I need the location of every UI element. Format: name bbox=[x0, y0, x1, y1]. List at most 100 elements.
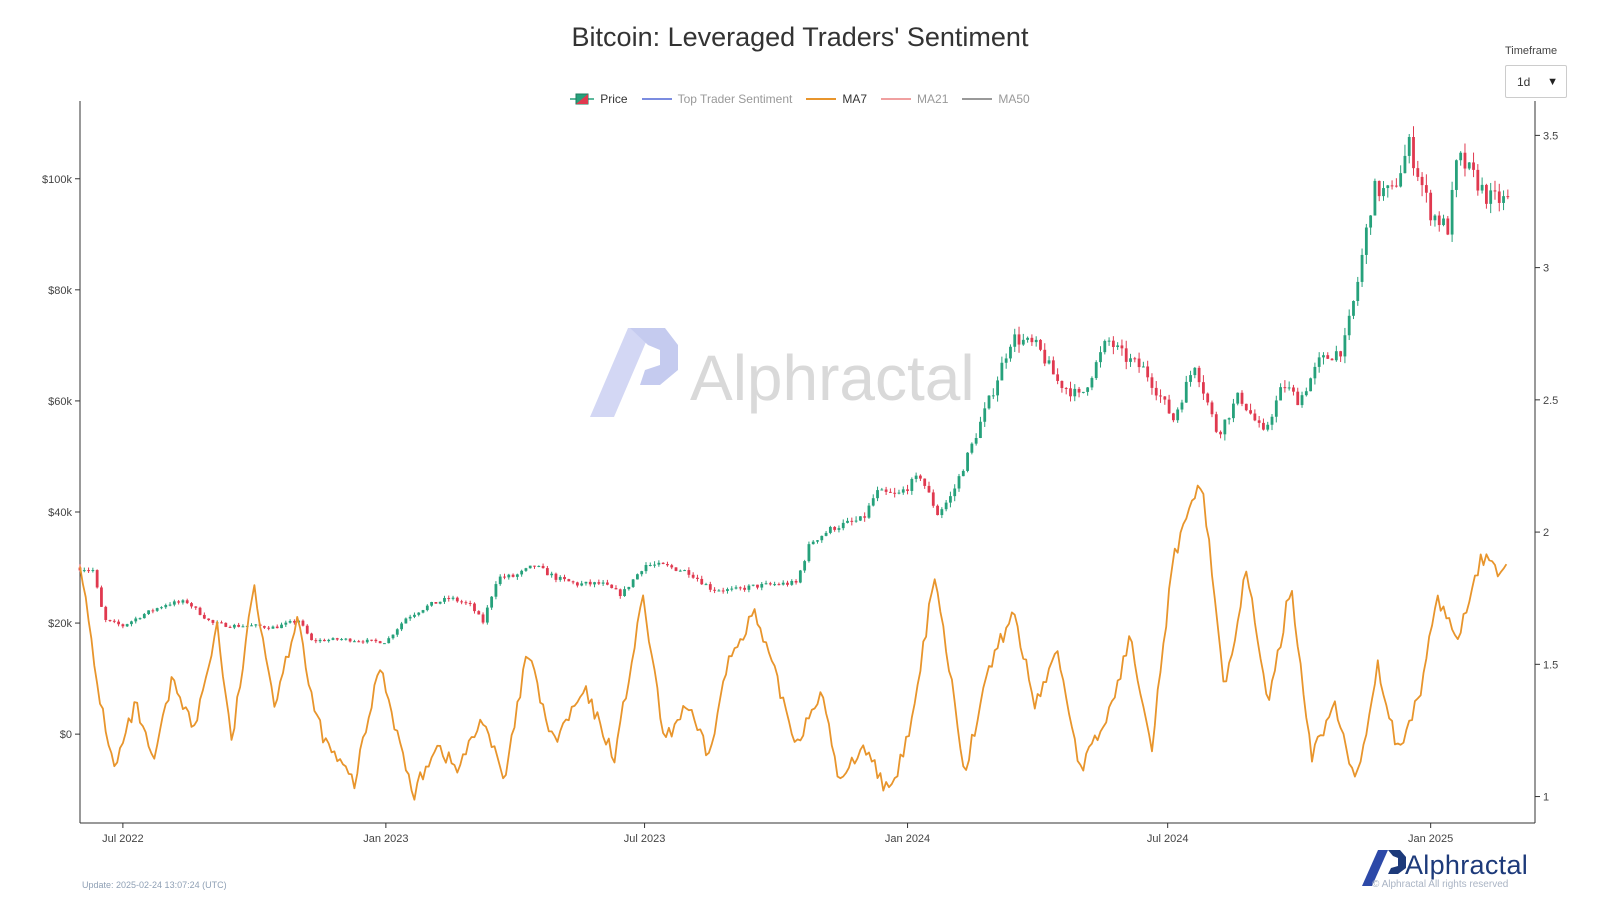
candle-body bbox=[1171, 413, 1175, 421]
candle-body bbox=[370, 639, 373, 641]
candle-body bbox=[262, 626, 266, 628]
price-candle bbox=[567, 578, 571, 582]
price-candle bbox=[455, 596, 459, 603]
line-swatch-icon bbox=[641, 98, 672, 100]
price-candle bbox=[696, 574, 699, 582]
candle-body bbox=[940, 509, 944, 516]
price-candle bbox=[884, 486, 888, 495]
timeframe-select[interactable]: 1d ▼ bbox=[1505, 65, 1567, 98]
price-candle bbox=[1313, 362, 1317, 385]
price-candle bbox=[593, 581, 596, 588]
candle-body bbox=[1039, 339, 1042, 350]
price-candle bbox=[541, 563, 545, 569]
candle-body bbox=[623, 589, 626, 597]
candle-body bbox=[614, 588, 618, 590]
price-candle bbox=[357, 639, 361, 643]
candle-body bbox=[1227, 418, 1231, 420]
price-candle bbox=[438, 601, 442, 605]
candle-body bbox=[353, 641, 356, 643]
price-candle bbox=[164, 603, 168, 609]
price-candle bbox=[1304, 387, 1308, 397]
line-swatch-icon bbox=[962, 98, 993, 100]
price-candle bbox=[1493, 180, 1497, 200]
price-candle bbox=[1146, 360, 1150, 382]
price-candle bbox=[648, 562, 652, 567]
candle-body bbox=[1480, 184, 1484, 191]
candle-body bbox=[1347, 315, 1351, 336]
candle-body bbox=[854, 520, 858, 522]
price-candle bbox=[1069, 381, 1072, 402]
price-candle bbox=[1266, 421, 1270, 432]
candle-body bbox=[743, 587, 747, 590]
candle-body bbox=[597, 582, 601, 584]
candle-body bbox=[1386, 185, 1390, 189]
legend-item-price[interactable]: Price bbox=[570, 92, 628, 106]
price-candle bbox=[1446, 215, 1450, 236]
price-candle bbox=[177, 599, 181, 605]
candle-body bbox=[1236, 392, 1240, 404]
legend-item-ma7[interactable]: MA7 bbox=[806, 92, 867, 106]
y-right-tick-label: 1.5 bbox=[1543, 659, 1558, 671]
price-candle bbox=[623, 586, 626, 597]
price-candle bbox=[1249, 403, 1252, 415]
candle-body bbox=[301, 620, 305, 626]
candle-body bbox=[631, 579, 635, 587]
candle-body bbox=[931, 492, 935, 506]
candle-body bbox=[798, 570, 802, 583]
watermark-text: Alphractal bbox=[690, 342, 975, 414]
price-candle bbox=[481, 612, 485, 625]
price-candle bbox=[1103, 339, 1107, 355]
candle-body bbox=[1437, 215, 1441, 226]
candle-body bbox=[863, 516, 867, 518]
candle-body bbox=[1244, 403, 1248, 411]
price-candle bbox=[1223, 419, 1227, 441]
price-candle bbox=[1334, 345, 1338, 362]
legend-item-ma50[interactable]: MA50 bbox=[962, 92, 1030, 106]
candle-body bbox=[1060, 380, 1064, 389]
candle-body bbox=[1099, 352, 1102, 363]
candle-body bbox=[571, 581, 575, 583]
price-candle bbox=[631, 578, 635, 588]
candle-body bbox=[1309, 378, 1313, 392]
y-right-tick-label: 2.5 bbox=[1543, 395, 1558, 407]
price-candle bbox=[678, 569, 682, 572]
candle-body bbox=[1180, 402, 1184, 410]
price-candle bbox=[816, 539, 819, 544]
price-candle bbox=[515, 573, 519, 580]
price-candle bbox=[160, 606, 163, 610]
legend-item-ma21[interactable]: MA21 bbox=[881, 92, 948, 106]
candle-body bbox=[640, 571, 644, 575]
candle-body bbox=[721, 590, 725, 592]
legend-item-top-trader-sentiment[interactable]: Top Trader Sentiment bbox=[641, 92, 792, 106]
price-candle bbox=[670, 563, 674, 570]
candle-body bbox=[610, 584, 614, 589]
candle-body bbox=[1219, 431, 1222, 435]
price-candle bbox=[520, 569, 524, 577]
price-candle bbox=[1077, 386, 1081, 398]
candle-body bbox=[430, 602, 434, 606]
price-candle bbox=[1279, 383, 1282, 401]
y-left-tick-label: $60k bbox=[48, 396, 72, 408]
candle-body bbox=[1257, 420, 1261, 423]
price-candle bbox=[134, 616, 138, 624]
candle-body bbox=[1176, 409, 1180, 421]
candle-body bbox=[1004, 358, 1008, 363]
candle-body bbox=[91, 570, 95, 572]
price-candle bbox=[361, 639, 365, 644]
price-candle bbox=[370, 639, 373, 642]
candle-body bbox=[970, 443, 974, 453]
chart-title: Bitcoin: Leveraged Traders' Sentiment bbox=[571, 22, 1029, 52]
price-candle bbox=[477, 610, 481, 615]
candle-body bbox=[545, 568, 549, 576]
price-candle bbox=[983, 402, 987, 427]
candle-body bbox=[833, 526, 837, 530]
candle-body bbox=[1292, 387, 1295, 392]
candle-body bbox=[1467, 162, 1471, 169]
candle-body bbox=[1197, 367, 1201, 383]
candle-body bbox=[95, 570, 99, 588]
candle-body bbox=[794, 580, 798, 583]
candle-body bbox=[1111, 340, 1115, 348]
candle-body bbox=[777, 584, 781, 586]
candle-body bbox=[850, 520, 854, 522]
